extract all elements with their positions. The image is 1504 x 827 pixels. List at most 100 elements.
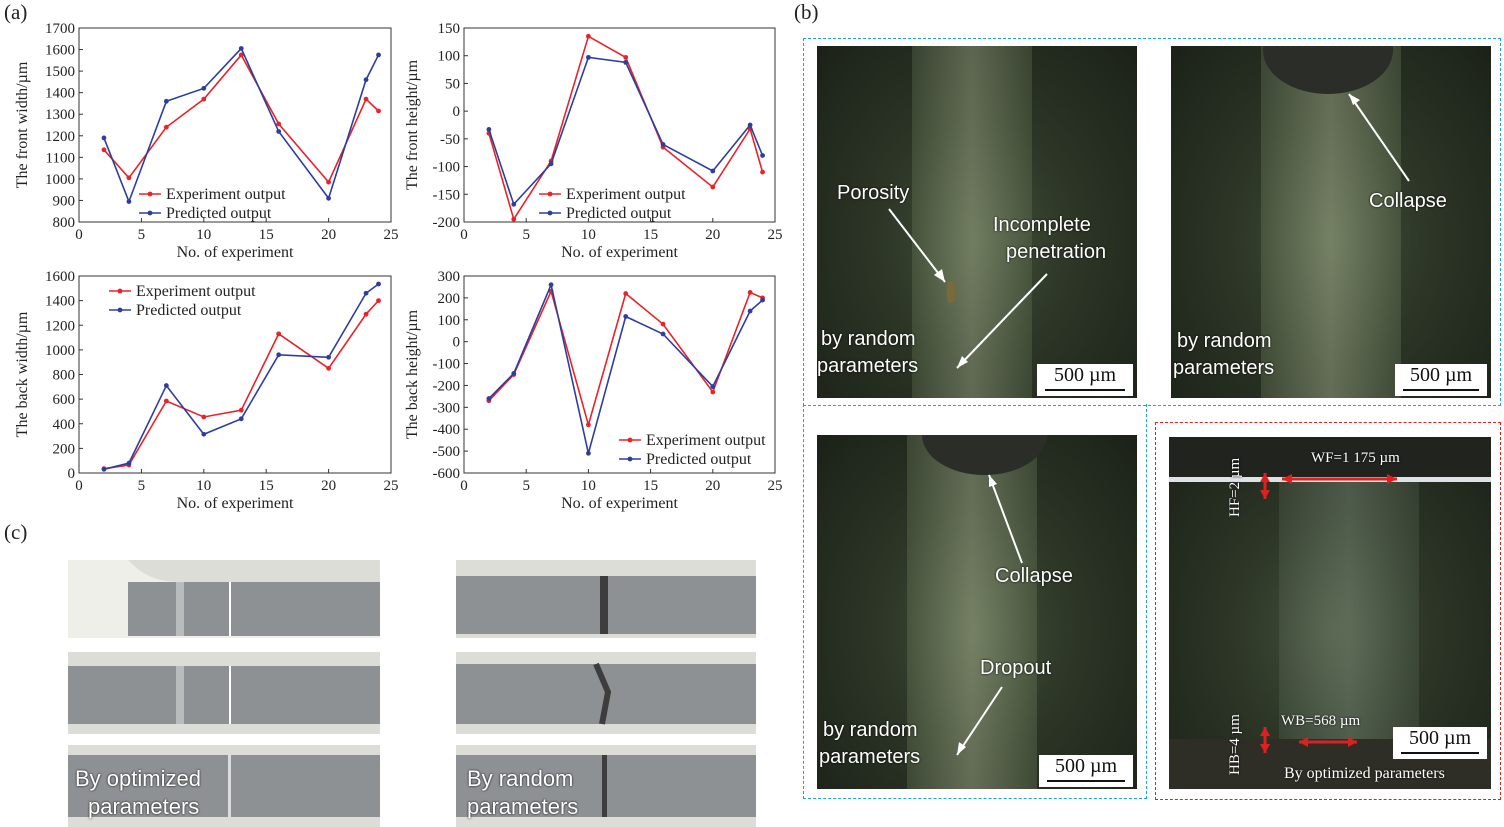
label-wb: WB=568 µm — [1281, 713, 1361, 729]
y-tick-label: -400 — [433, 422, 461, 438]
y-tick-label: 0 — [68, 466, 76, 482]
data-point-experiment — [276, 331, 282, 337]
specimen-random-3 — [456, 745, 756, 827]
blue-dashed-frame-bottom-left — [803, 404, 1147, 799]
legend-marker — [147, 210, 153, 216]
data-point-experiment — [201, 414, 207, 420]
x-tick-label: 25 — [384, 227, 399, 243]
x-tick-label: 0 — [460, 227, 468, 243]
y-tick-label: 100 — [438, 313, 461, 329]
micrograph-optimized: WF=1 175 µm HF=2 µm WB=568 µm HB=4 µm 50… — [1169, 437, 1491, 789]
scale-bar-4: 500 µm — [1393, 727, 1487, 759]
legend-marker — [147, 191, 153, 197]
caption-optimized: By optimized parameters — [1284, 765, 1445, 782]
annotation-penetration: penetration — [1006, 241, 1107, 263]
series-line-predicted — [103, 47, 380, 204]
data-point-experiment — [623, 54, 629, 60]
scale-bar-1: 500 µm — [1037, 364, 1133, 396]
charts-panel-a: 0 5 10 15 20 25800900100011001200130014001500… — [14, 21, 783, 512]
x-axis-label: No. of experiment — [561, 495, 678, 512]
y-tick-label: -100 — [433, 357, 461, 373]
data-point-predicted — [376, 281, 381, 287]
data-point-predicted — [486, 396, 492, 401]
y-tick-label: -50 — [440, 132, 460, 148]
m4-measure-lines — [1260, 473, 1397, 753]
y-tick-label: 600 — [53, 392, 76, 408]
legend-marker — [117, 288, 123, 294]
data-point-predicted — [486, 127, 492, 132]
x-axis-label: No. of experiment — [561, 244, 678, 261]
caption-random-1a: by random — [821, 328, 916, 350]
panel-label-c: (c) — [4, 520, 28, 544]
data-point-predicted — [660, 331, 666, 337]
data-point-experiment — [660, 321, 666, 327]
micrograph-collapse-dropout: Collapse Dropout by random parameters 50… — [817, 435, 1137, 789]
y-tick-label: 0 — [453, 335, 461, 351]
caption-specimen-optimized-a: By optimized — [75, 766, 201, 791]
series-line-experiment — [103, 53, 380, 184]
x-tick-label: 5 — [522, 478, 530, 494]
data-point-experiment — [586, 33, 591, 39]
plot-frame — [78, 27, 392, 223]
y-tick-label: -200 — [433, 215, 461, 231]
data-point-experiment — [586, 422, 591, 428]
legend-label: Experiment output — [166, 186, 286, 203]
y-tick-label: 400 — [53, 417, 76, 433]
y-tick-label: 1400 — [45, 86, 75, 102]
porosity-defect — [947, 281, 955, 303]
y-tick-label: 50 — [445, 76, 460, 92]
legend-marker — [117, 307, 123, 313]
caption-random-3b: parameters — [819, 746, 921, 768]
x-axis-label: No. of experiment — [177, 244, 294, 261]
m1-arrows — [888, 208, 1048, 369]
series-line-predicted — [488, 56, 764, 206]
data-point-predicted — [238, 46, 244, 51]
scale-bar-2: 500 µm — [1395, 364, 1487, 396]
data-point-experiment — [238, 52, 244, 58]
data-point-experiment — [710, 389, 716, 395]
data-point-predicted — [623, 59, 629, 65]
y-tick-label: -500 — [433, 444, 461, 460]
y-tick-label: -100 — [433, 160, 461, 176]
data-point-predicted — [760, 153, 765, 158]
y-tick-label: -300 — [433, 400, 461, 416]
x-tick-label: 10 — [581, 227, 596, 243]
data-point-experiment — [376, 108, 381, 114]
data-point-experiment — [376, 298, 381, 304]
data-point-experiment — [326, 179, 331, 185]
x-axis-label: No. of experiment — [177, 495, 294, 512]
data-point-predicted — [326, 354, 331, 360]
label-hb: HB=4 µm — [1227, 714, 1243, 775]
y-tick-label: 300 — [438, 269, 461, 285]
data-point-predicted — [201, 85, 207, 91]
data-point-predicted — [126, 199, 132, 204]
y-tick-label: 1100 — [46, 150, 75, 166]
y-tick-label: 800 — [53, 368, 76, 384]
caption-random-3a: by random — [823, 719, 918, 741]
data-point-experiment — [101, 147, 107, 153]
x-tick-label: 0 — [460, 478, 468, 494]
data-point-experiment — [238, 407, 244, 413]
y-tick-label: 1200 — [45, 129, 75, 145]
x-tick-label: 10 — [196, 478, 211, 494]
caption-specimen-optimized-b: parameters — [88, 794, 200, 819]
data-point-predicted — [276, 352, 282, 358]
series-line-predicted — [488, 282, 764, 454]
data-point-experiment — [326, 365, 331, 371]
legend-label: Predicted output — [646, 451, 752, 468]
legend-label: Predicted output — [566, 205, 672, 222]
chart-front-height: 0 5 10 15 20 25 -200 -150 -100 -50 0 50 100 150 No. of… — [404, 21, 783, 261]
y-tick-label: -600 — [433, 466, 461, 482]
y-tick-label: 100 — [438, 49, 461, 65]
data-point-predicted — [238, 416, 244, 422]
y-axis-label: The back height/µm — [404, 309, 421, 439]
m3-arrows — [956, 474, 1023, 756]
micrograph-porosity: Porosity Incomplete penetration by rando… — [817, 46, 1137, 398]
legend-label: Experiment output — [646, 432, 766, 449]
x-tick-label: 15 — [643, 227, 658, 243]
x-tick-label: 25 — [768, 478, 783, 494]
plot-frame — [463, 275, 776, 474]
chart-back-height: 0 5 10 15 20 25 -600 -500 -400 -300 -200 -100 0 100 20… — [404, 269, 783, 512]
x-tick-label: 20 — [321, 478, 336, 494]
chart-back-width: 0 5 10 15 20 25 0 200 400 600 800 1000 1200 1400 1600 N… — [14, 269, 399, 512]
